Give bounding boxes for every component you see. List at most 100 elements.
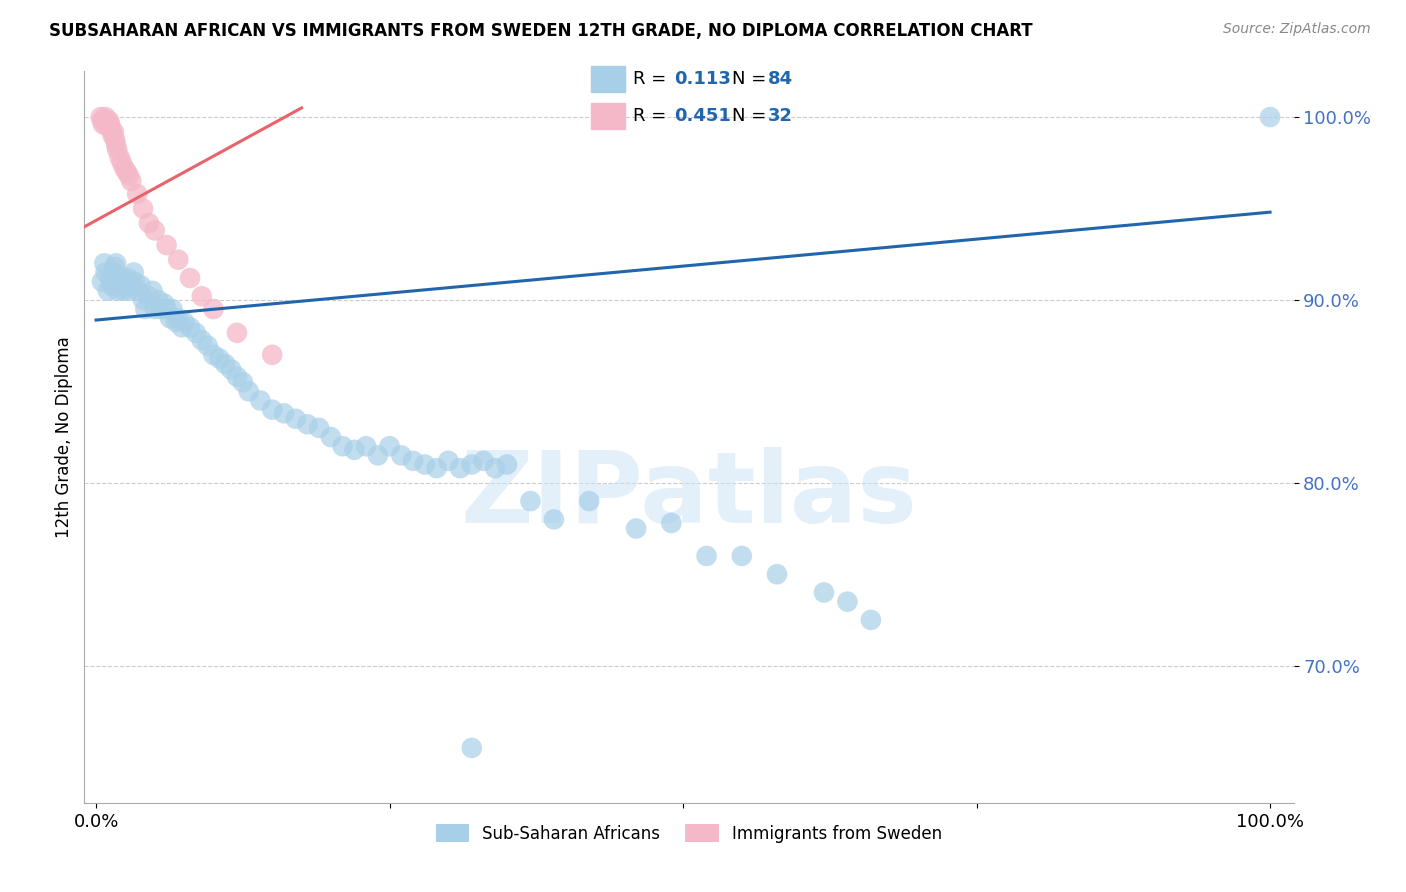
Point	[413, 458, 436, 472]
Point	[308, 421, 330, 435]
Point	[105, 284, 128, 298]
Point	[138, 216, 160, 230]
Point	[96, 113, 118, 128]
Point	[149, 301, 172, 316]
Point	[165, 315, 187, 329]
Point	[117, 271, 139, 285]
Point	[173, 315, 195, 329]
Point	[170, 320, 193, 334]
Point	[813, 585, 835, 599]
Point	[343, 442, 366, 457]
Point	[578, 494, 600, 508]
Point	[461, 740, 484, 755]
Text: 84: 84	[768, 70, 793, 87]
Point	[122, 265, 145, 279]
Point	[127, 186, 149, 201]
Point	[104, 132, 127, 146]
Point	[226, 326, 249, 340]
Y-axis label: 12th Grade, No Diploma: 12th Grade, No Diploma	[55, 336, 73, 538]
Point	[202, 301, 225, 316]
Point	[120, 174, 142, 188]
Text: ZIPatlas: ZIPatlas	[461, 447, 917, 544]
Text: 32: 32	[768, 107, 793, 125]
Point	[98, 113, 121, 128]
Point	[94, 110, 117, 124]
Bar	[592, 66, 626, 92]
Point	[143, 301, 166, 316]
Point	[129, 278, 152, 293]
Point	[284, 411, 307, 425]
Point	[262, 402, 284, 417]
Point	[859, 613, 882, 627]
Point	[543, 512, 565, 526]
Point	[167, 311, 190, 326]
Point	[148, 293, 170, 307]
Point	[93, 256, 115, 270]
Point	[118, 284, 141, 298]
Point	[297, 417, 319, 432]
Point	[167, 252, 190, 267]
Point	[98, 271, 121, 285]
Point	[389, 448, 412, 462]
Point	[155, 301, 177, 316]
Point	[132, 293, 155, 307]
Point	[179, 271, 201, 285]
Point	[319, 430, 342, 444]
Point	[112, 284, 135, 298]
Point	[249, 393, 271, 408]
Text: R =: R =	[633, 107, 672, 125]
Point	[97, 284, 120, 298]
Point	[105, 143, 128, 157]
Point	[273, 406, 295, 420]
Point	[112, 275, 135, 289]
Point	[262, 348, 284, 362]
Point	[437, 454, 460, 468]
Point	[378, 439, 401, 453]
Point	[105, 137, 128, 152]
Point	[90, 110, 112, 124]
Point	[624, 521, 647, 535]
Point	[238, 384, 260, 399]
Point	[190, 333, 212, 347]
Point	[202, 348, 225, 362]
Text: 0.451: 0.451	[675, 107, 731, 125]
Point	[114, 278, 136, 293]
Point	[111, 271, 134, 285]
Point	[127, 284, 149, 298]
Point	[696, 549, 718, 563]
Point	[659, 516, 682, 530]
Point	[103, 265, 125, 279]
Point	[208, 351, 231, 366]
Point	[155, 238, 177, 252]
Point	[449, 461, 471, 475]
Text: R =: R =	[633, 70, 672, 87]
Point	[219, 362, 242, 376]
Point	[120, 278, 142, 293]
Point	[94, 265, 117, 279]
Legend: Sub-Saharan Africans, Immigrants from Sweden: Sub-Saharan Africans, Immigrants from Sw…	[429, 818, 949, 849]
Point	[496, 458, 519, 472]
Point	[519, 494, 541, 508]
Point	[91, 117, 114, 131]
Point	[332, 439, 354, 453]
Point	[425, 461, 447, 475]
Point	[112, 161, 135, 176]
Point	[91, 275, 114, 289]
Point	[226, 369, 249, 384]
Point	[837, 594, 859, 608]
Text: Source: ZipAtlas.com: Source: ZipAtlas.com	[1223, 22, 1371, 37]
Point	[134, 301, 156, 316]
Point	[184, 326, 207, 340]
Point	[162, 301, 184, 316]
Point	[141, 284, 163, 298]
Point	[91, 113, 114, 128]
Point	[367, 448, 389, 462]
Point	[766, 567, 789, 582]
Point	[115, 165, 138, 179]
Point	[98, 117, 121, 131]
Point	[484, 461, 506, 475]
Point	[100, 278, 122, 293]
Point	[143, 223, 166, 237]
Point	[124, 275, 146, 289]
Bar	[592, 103, 626, 128]
